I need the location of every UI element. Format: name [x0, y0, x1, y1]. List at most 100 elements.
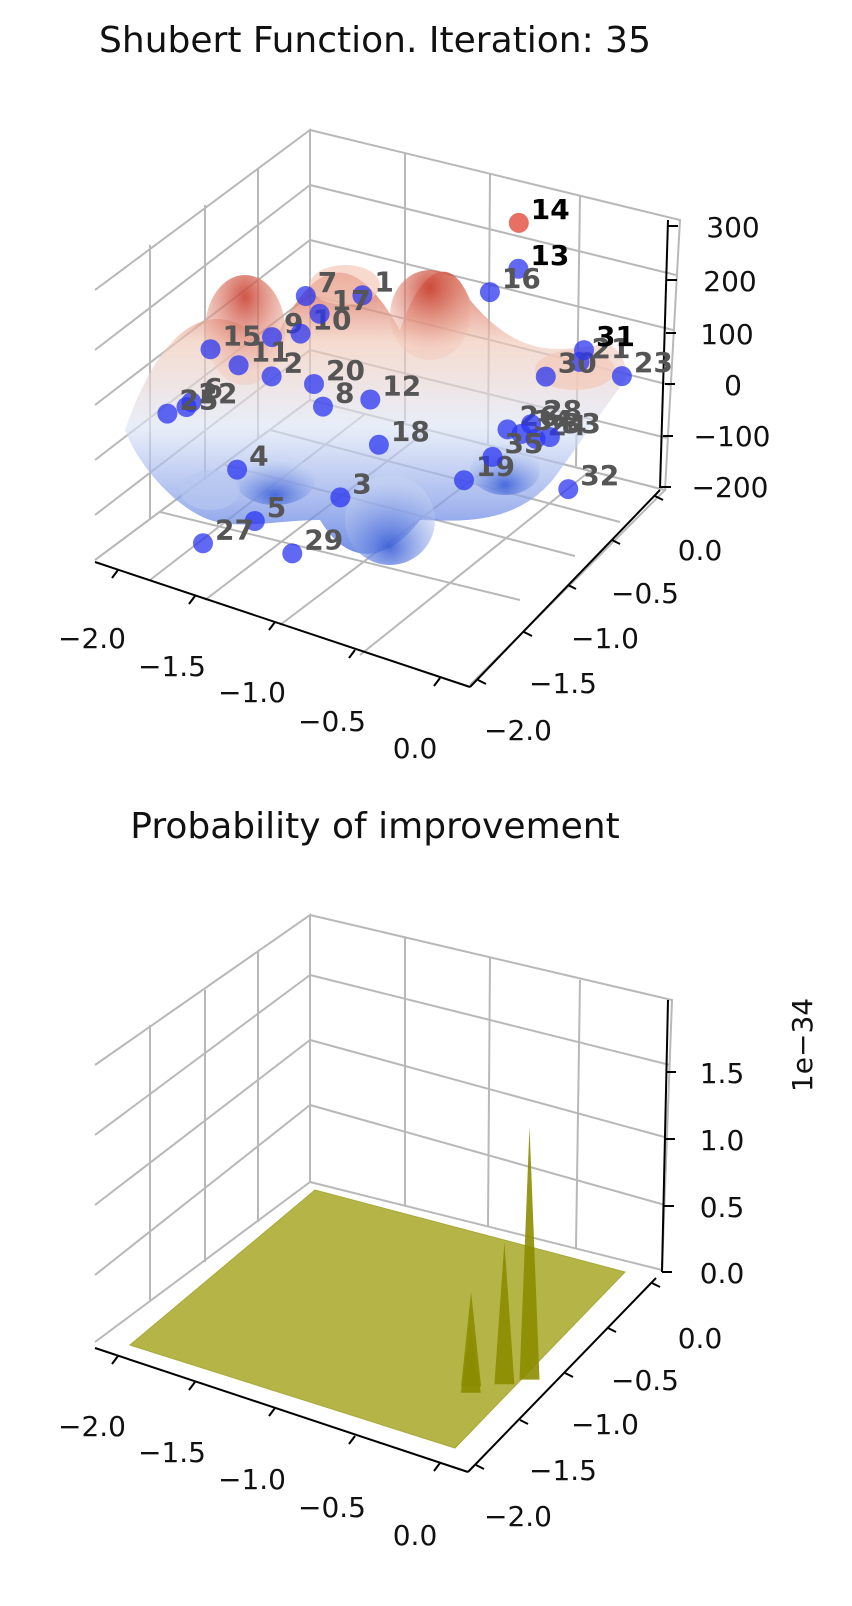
- y-tick-label: −1.5: [529, 1454, 597, 1487]
- sample-point-22: [176, 397, 197, 417]
- y-tick-label: −1.5: [529, 667, 597, 700]
- x-tick-label: −2.0: [58, 622, 126, 655]
- sample-point-18: [368, 434, 389, 455]
- sample-point-15: [200, 339, 221, 360]
- sample-point-33: [539, 427, 560, 447]
- sample-point-label: 14: [531, 193, 570, 226]
- sample-point-19: [454, 470, 474, 491]
- z-tick-label: 0.0: [700, 1257, 745, 1290]
- grid-panes: [94, 913, 674, 1343]
- y-axis-line: [467, 1277, 657, 1473]
- sample-point-9: [262, 327, 282, 348]
- sample-point-1: [352, 285, 373, 306]
- y-tick-label: −1.0: [571, 622, 639, 655]
- x-tick-label: −1.5: [138, 1436, 206, 1469]
- x-tick-label: 0.0: [393, 1519, 438, 1552]
- sample-point-label: 18: [391, 415, 430, 448]
- sample-point-label: 28: [543, 394, 582, 427]
- z-axis-line: [661, 999, 669, 1273]
- sample-point-25: [157, 403, 178, 424]
- y-tick-label: −2.0: [484, 1500, 552, 1533]
- sample-point-label: 1: [374, 265, 393, 298]
- acquisition-spikes: [460, 1127, 540, 1393]
- x-tick-label: −0.5: [298, 1491, 366, 1524]
- sample-point-14: [508, 212, 529, 233]
- x-axis-line: [94, 1347, 469, 1473]
- sample-point-label: 15: [223, 319, 262, 352]
- y-tick-label: 0.0: [678, 1322, 723, 1355]
- x-tick-label: −1.0: [218, 676, 286, 709]
- sample-point-13: [508, 258, 529, 279]
- sample-point-30: [535, 366, 556, 387]
- x-tick-label: 0.0: [393, 732, 438, 765]
- chart-title: Probability of improvement: [130, 806, 619, 847]
- sample-point-label: 22: [199, 377, 238, 410]
- sample-point-2: [261, 366, 282, 387]
- acquisition-peak: [519, 1127, 540, 1380]
- sample-point-label: 8: [335, 377, 354, 410]
- sample-point-label: 21: [592, 332, 631, 365]
- sample-point-23: [611, 366, 632, 387]
- sample-point-label: 6: [203, 372, 222, 405]
- sample-point-27: [193, 533, 213, 554]
- chart-shubert: Shubert Function. Iteration: 35: [58, 20, 770, 765]
- z-tick-label: 0: [724, 369, 742, 402]
- sample-point-8: [313, 396, 333, 417]
- sample-point-label: 5: [267, 491, 286, 524]
- z-tick-label: 200: [703, 265, 756, 298]
- function-surface: [125, 265, 627, 565]
- chart-probability-of-improvement: Probability of improvement: [58, 806, 819, 1552]
- y-axis-ticks: 0.0 −0.5 −1.0 −1.5 −2.0: [475, 1282, 723, 1533]
- x-tick-label: −2.0: [58, 1410, 126, 1443]
- sample-point-label: 20: [326, 354, 365, 387]
- sample-point-label: 34: [533, 404, 572, 437]
- z-tick-label: 0.5: [700, 1191, 745, 1224]
- sample-point-label: 16: [502, 262, 541, 295]
- z-tick-label: 1.5: [700, 1057, 745, 1090]
- sample-point-10: [290, 323, 311, 344]
- z-tick-label: 1.0: [700, 1124, 745, 1157]
- z-axis-ticks: 1.5 1.0 0.5 0.0 1e−34: [662, 998, 819, 1290]
- z-axis-line: [659, 219, 669, 489]
- sample-point-3: [330, 487, 351, 508]
- x-axis-ticks: −2.0 −1.5 −1.0 −0.5 0.0: [58, 569, 441, 765]
- x-tick-label: −0.5: [298, 705, 366, 738]
- sample-point-label: 17: [332, 284, 371, 317]
- y-tick-label: −1.0: [571, 1408, 639, 1441]
- x-axis-ticks: −2.0 −1.5 −1.0 −0.5 0.0: [58, 1355, 441, 1552]
- sample-point-label: 13: [530, 239, 569, 272]
- x-axis-line: [94, 561, 471, 688]
- z-axis-ticks: 300 200 100 0 −100 −200: [661, 211, 770, 504]
- y-tick-label: −2.0: [484, 714, 552, 747]
- sample-point-label: 3: [352, 467, 371, 500]
- sample-point-35: [482, 446, 503, 467]
- sample-point-31: [574, 340, 594, 361]
- sample-point-20: [304, 374, 324, 394]
- sample-point-label: 23: [634, 346, 673, 379]
- sample-point-label: 4: [249, 440, 268, 473]
- sample-point-29: [282, 543, 303, 564]
- y-tick-label: −0.5: [611, 577, 679, 610]
- sample-point-label: 7: [318, 266, 337, 299]
- sample-point-label: 12: [382, 370, 421, 403]
- z-offset-label: 1e−34: [786, 998, 819, 1092]
- sample-point-34: [511, 423, 532, 444]
- z-tick-label: −100: [694, 420, 771, 453]
- y-axis-line: [469, 489, 661, 688]
- sample-point-label: 11: [251, 335, 290, 368]
- sample-point-5: [244, 511, 265, 531]
- sample-point-7: [295, 286, 316, 306]
- acquisition-peak: [494, 1242, 515, 1385]
- sample-point-label: 29: [304, 523, 343, 556]
- sample-point-label: 33: [562, 407, 601, 440]
- z-tick-label: 300: [706, 211, 759, 244]
- sample-point-12: [360, 389, 381, 410]
- z-tick-label: −200: [692, 471, 769, 504]
- sample-point-17: [309, 303, 330, 324]
- sample-point-label: 35: [505, 427, 544, 460]
- sample-point-label: 32: [580, 459, 619, 492]
- sample-point-11: [228, 355, 249, 376]
- sample-point-16: [479, 282, 500, 303]
